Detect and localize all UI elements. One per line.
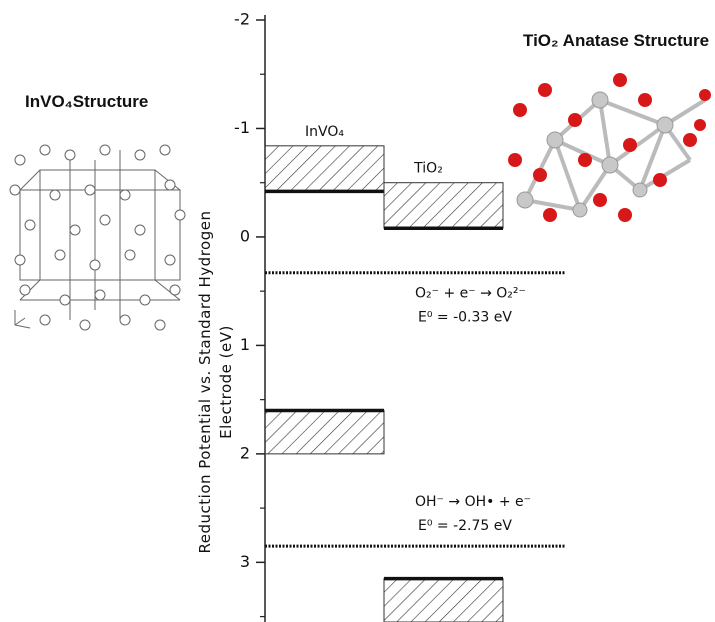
y-axis-label: Reduction Potential vs. Standard Hydroge… [196, 211, 214, 554]
y-tick-label: 2 [240, 443, 250, 462]
chart: InVO₄Structure TiO₂ Anatase Structure Re… [0, 0, 715, 622]
left-image-title: InVO₄Structure [25, 92, 148, 111]
band-label: TiO₂ [413, 161, 443, 177]
valence-band [265, 410, 384, 453]
conduction-band [265, 146, 384, 192]
y-axis-label: Electrode (eV) [217, 325, 235, 439]
band-label: InVO₄ [305, 124, 344, 140]
y-tick-label: -2 [234, 10, 250, 29]
y-tick-label: 0 [240, 226, 250, 245]
potential-label: E⁰ = -0.33 eV [418, 310, 512, 326]
reaction-label: O₂⁻ + e⁻ → O₂²⁻ [415, 286, 526, 302]
conduction-band [384, 183, 503, 229]
invo4-structure-image [10, 145, 185, 330]
valence-band [384, 579, 503, 622]
reaction-label: OH⁻ → OH• + e⁻ [415, 494, 531, 510]
y-tick-label: 1 [240, 335, 250, 354]
y-tick-label: 3 [240, 552, 250, 571]
y-tick-label: -1 [234, 118, 250, 137]
potential-label: E⁰ = -2.75 eV [418, 518, 512, 534]
right-image-title: TiO₂ Anatase Structure [523, 31, 709, 50]
tio2-structure-image [508, 73, 711, 222]
